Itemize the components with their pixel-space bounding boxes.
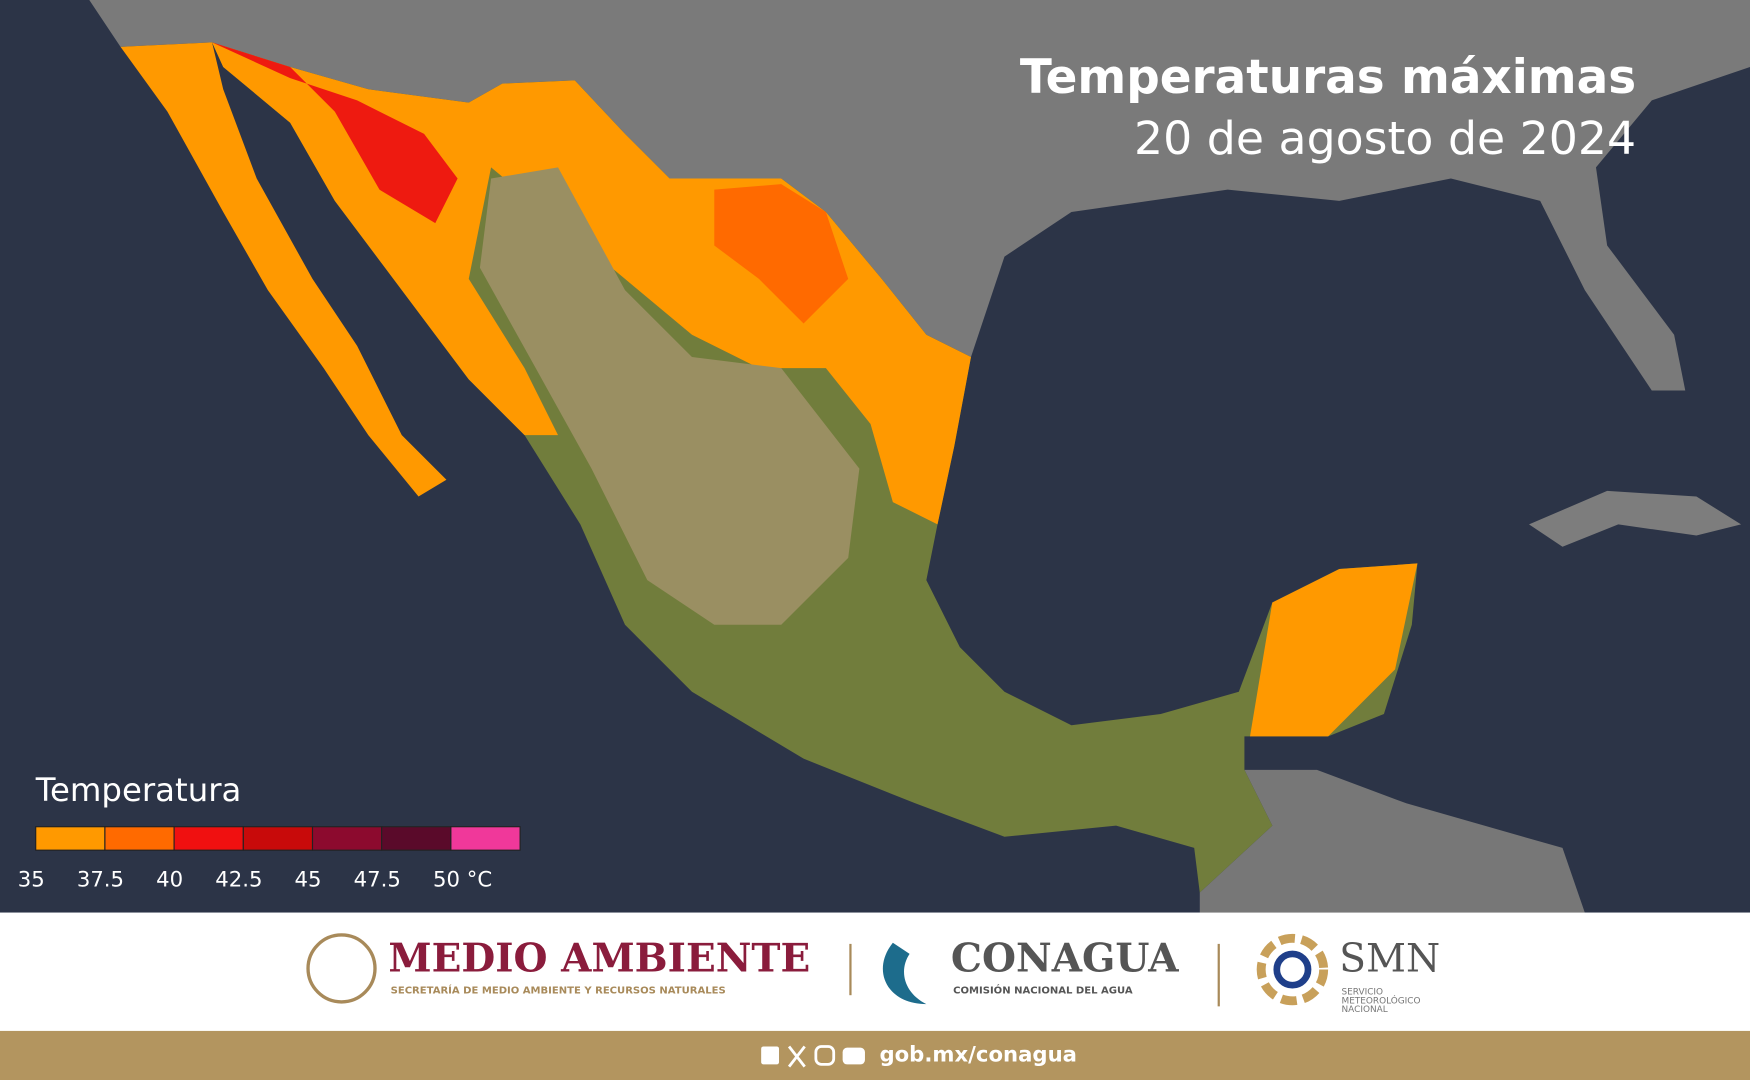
legend: 35 37.5 40 42.5 45 47.5 50 °C (18, 826, 521, 891)
semarnat-seal (306, 933, 377, 1004)
smn-logo (1256, 933, 1329, 1006)
smn-subtitle: SERVICIO (1342, 987, 1384, 997)
baja-california (120, 42, 447, 497)
conagua-name: CONAGUA (951, 936, 1179, 982)
legend-swatch (450, 826, 521, 851)
conagua-subtitle: COMISIÓN NACIONAL DEL AGUA (953, 984, 1133, 997)
youtube-icon[interactable] (842, 1047, 865, 1065)
legend-tick-label: 45 (295, 866, 322, 891)
cuba (1529, 490, 1742, 547)
legend-tick-label: 37.5 (77, 866, 124, 891)
conagua-logo (882, 942, 927, 1005)
legend-swatch (311, 826, 383, 851)
legend-swatch (242, 826, 314, 851)
semarnat-name: MEDIO AMBIENTE (388, 936, 810, 982)
footer-bar (0, 1030, 1750, 1080)
instagram-icon[interactable] (814, 1045, 836, 1066)
legend-tick-label: 47.5 (354, 866, 401, 891)
smn-name: SMN (1339, 937, 1440, 982)
smn-subtitle: NACIONAL (1342, 1005, 1388, 1015)
heat-zone-northeast (714, 184, 849, 324)
legend-tick-label: 40 (156, 866, 183, 891)
facebook-icon[interactable] (761, 1046, 780, 1065)
smn-subtitle: METEOROLÓGICO (1342, 994, 1421, 1006)
north-america-land (89, 0, 1750, 391)
smn-logo-inner (1273, 950, 1312, 989)
subtitle: 20 de agosto de 2024 (1134, 112, 1636, 165)
footer-band (0, 912, 1750, 1031)
legend-swatch (173, 826, 244, 851)
highlands (479, 167, 860, 625)
heat-zone-northwest (212, 42, 458, 224)
heat-zone-yucatan (1250, 563, 1418, 737)
website-link[interactable]: gob.mx/conagua (879, 1041, 1077, 1066)
legend-tick-label: 42.5 (215, 866, 262, 891)
legend-tick-label: 35 (18, 866, 45, 891)
semarnat-subtitle: SECRETARÍA DE MEDIO AMBIENTE Y RECURSOS … (391, 984, 726, 997)
legend-title: Temperatura (35, 771, 242, 809)
central-america (1199, 769, 1585, 913)
legend-swatch (381, 826, 452, 851)
legend-swatch (35, 826, 106, 851)
title: Temperaturas máximas (1020, 51, 1636, 105)
legend-swatch (104, 826, 175, 851)
legend-tick-label: 50 °C (433, 866, 492, 891)
x-icon[interactable] (787, 1045, 806, 1068)
